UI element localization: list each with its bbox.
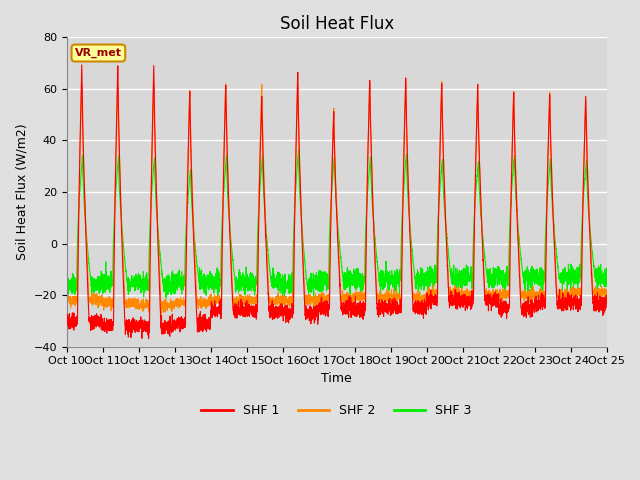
SHF 1 xyxy=(160,324,168,330)
SHF 3 xyxy=(63,278,70,284)
Legend: SHF 1, SHF 2, SHF 3: SHF 1, SHF 2, SHF 3 xyxy=(196,399,477,422)
Line: SHF 1: SHF 1 xyxy=(67,65,607,338)
SHF 1 xyxy=(603,300,611,306)
X-axis label: Time: Time xyxy=(321,372,352,385)
SHF 2 xyxy=(458,289,465,295)
SHF 2 xyxy=(602,287,610,293)
SHF 3 xyxy=(488,276,496,282)
SHF 2 xyxy=(317,294,324,300)
SHF 2 xyxy=(157,310,165,316)
SHF 3 xyxy=(280,302,288,308)
SHF 1 xyxy=(602,300,610,306)
SHF 2 xyxy=(603,287,611,292)
SHF 1 xyxy=(78,62,86,68)
SHF 1 xyxy=(317,311,324,316)
SHF 3 xyxy=(428,268,436,274)
SHF 2 xyxy=(438,79,445,84)
SHF 2 xyxy=(63,300,70,305)
SHF 1 xyxy=(63,318,70,324)
SHF 3 xyxy=(160,284,168,290)
Y-axis label: Soil Heat Flux (W/m2): Soil Heat Flux (W/m2) xyxy=(15,124,28,260)
SHF 3 xyxy=(603,277,611,283)
SHF 1 xyxy=(145,336,152,341)
SHF 2 xyxy=(428,291,436,297)
Title: Soil Heat Flux: Soil Heat Flux xyxy=(280,15,394,33)
SHF 3 xyxy=(458,273,465,279)
SHF 3 xyxy=(294,147,302,153)
Line: SHF 2: SHF 2 xyxy=(67,82,607,313)
SHF 1 xyxy=(458,299,465,305)
SHF 2 xyxy=(160,305,168,311)
Text: VR_met: VR_met xyxy=(75,48,122,58)
SHF 3 xyxy=(317,280,324,286)
SHF 2 xyxy=(488,296,496,302)
SHF 1 xyxy=(488,295,496,301)
SHF 3 xyxy=(602,284,610,290)
SHF 1 xyxy=(428,294,436,300)
Line: SHF 3: SHF 3 xyxy=(67,150,607,305)
